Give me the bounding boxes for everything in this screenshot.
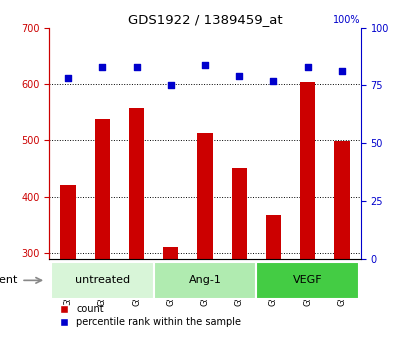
Point (65, 76, 71, 81)
Point (236, 73, 242, 79)
Point (99, 64, 105, 70)
Bar (51, 262, 153, 299)
Text: 100%: 100% (333, 15, 360, 25)
Bar (256, 262, 358, 299)
Point (201, 62, 208, 67)
Legend: count, percentile rank within the sample: count, percentile rank within the sample (54, 304, 241, 327)
Bar (163, 247, 178, 345)
Bar (94, 119, 110, 345)
Bar (231, 168, 246, 345)
Text: VEGF: VEGF (292, 275, 322, 285)
Point (133, 64, 139, 70)
Text: Ang-1: Ang-1 (188, 275, 221, 285)
Point (270, 78, 276, 83)
Bar (299, 82, 315, 345)
Point (304, 64, 310, 70)
Point (167, 82, 173, 88)
Title: GDS1922 / 1389459_at: GDS1922 / 1389459_at (127, 13, 282, 27)
Point (338, 69, 344, 74)
Bar (265, 215, 281, 345)
Text: untreated: untreated (74, 275, 130, 285)
Bar (128, 108, 144, 345)
Bar (197, 133, 212, 345)
Bar (153, 262, 256, 299)
Bar (333, 141, 349, 345)
Bar (60, 185, 76, 345)
Text: agent: agent (0, 275, 18, 285)
